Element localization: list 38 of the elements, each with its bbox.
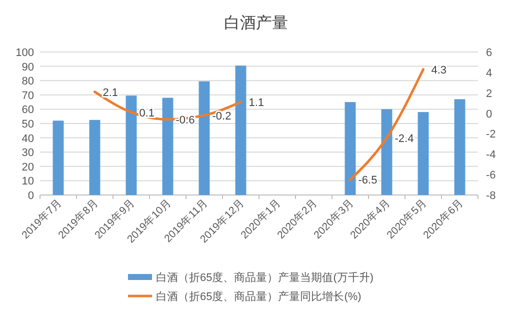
data-label: -0.2 [212,110,232,122]
data-label: -6.5 [358,174,378,187]
data-label: 2.1 [102,86,118,99]
legend-label: 白酒（折65度、商品量）产量同比增长(%) [156,290,362,303]
y2-tick-label: 0 [486,108,492,120]
y2-tick-label: -8 [486,190,496,202]
y2-tick-label: 6 [486,47,492,59]
y-tick-label: 90 [22,61,34,74]
y2-tick-label: -2 [486,128,496,141]
data-label: 4.3 [431,64,447,76]
y2-tick-label: 2 [486,88,492,100]
y-tick-label: 50 [22,118,34,130]
bar [418,112,429,195]
y2-tick-label: -6 [486,170,496,182]
y-tick-label: 70 [22,90,34,102]
y-tick-label: 10 [22,176,34,188]
bar [344,102,356,195]
y2-tick-label: 4 [486,67,492,80]
bar [52,120,64,195]
y-tick-label: 80 [22,76,34,88]
y-tick-label: 30 [22,147,34,160]
y2-tick-label: -4 [486,149,496,162]
y-tick-label: 100 [16,47,34,59]
y-tick-label: 20 [22,161,34,174]
legend-label: 白酒（折65度、商品量）产量当期值(万千升) [156,271,374,284]
data-label: 1.1 [248,97,264,110]
y-tick-label: 0 [28,190,34,202]
y-tick-label: 40 [22,132,34,145]
bar [198,81,210,195]
data-label: -2.4 [394,132,414,145]
y-tick-label: 60 [22,104,34,116]
bar [235,66,246,195]
bar [454,99,466,195]
bar [381,109,392,195]
bar [89,120,100,195]
bar [162,98,174,195]
chart-title: 白酒产量 [224,14,288,32]
bar [126,96,137,195]
